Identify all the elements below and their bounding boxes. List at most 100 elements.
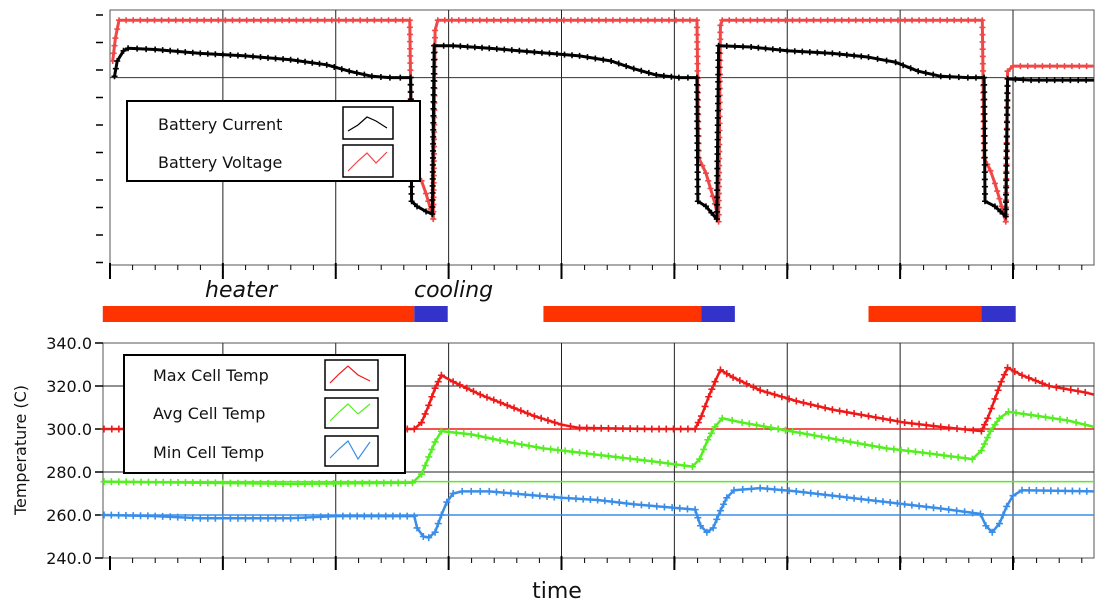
min-cell-temp-point <box>814 490 822 498</box>
battery-current-point <box>829 50 836 57</box>
battery-current-point <box>777 47 784 54</box>
battery-panel-grid <box>110 10 1094 265</box>
avg-cell-temp-point <box>583 450 591 458</box>
battery-voltage-point <box>733 17 740 24</box>
max-cell-temp-point <box>100 425 108 433</box>
battery-voltage-point <box>979 38 986 45</box>
battery-current-point <box>900 62 907 69</box>
battery-voltage-point <box>740 17 747 24</box>
max-cell-temp-point <box>1081 388 1089 396</box>
max-cell-temp-point <box>981 421 989 429</box>
min-cell-temp-point <box>623 499 631 507</box>
avg-cell-temp-point <box>249 479 257 487</box>
avg-cell-temp-point <box>883 444 891 452</box>
battery-voltage-point <box>838 17 845 24</box>
avg-cell-temp-point <box>460 430 468 438</box>
max-cell-temp-point <box>108 425 116 433</box>
battery-voltage-point <box>432 27 439 34</box>
min-cell-temp-point <box>294 514 302 522</box>
battery-voltage-point <box>511 17 518 24</box>
max-cell-temp-point <box>716 366 724 374</box>
avg-cell-temp-point <box>373 479 381 487</box>
battery-current-point <box>280 56 287 63</box>
battery-voltage-point <box>546 17 553 24</box>
avg-cell-temp-point <box>825 434 833 442</box>
heater-phase-bar <box>102 306 415 322</box>
avg-cell-temp-point <box>648 457 656 465</box>
avg-cell-temp-point <box>467 430 475 438</box>
avg-cell-temp-point <box>753 421 761 429</box>
min-cell-temp-point <box>608 498 616 506</box>
min-cell-temp-point <box>703 528 711 536</box>
battery-voltage-point <box>694 53 701 60</box>
battery-current-point <box>272 55 279 62</box>
battery-current-point <box>1043 77 1050 84</box>
battery-current-point <box>265 54 272 61</box>
battery-current-point <box>257 54 264 61</box>
battery-current-point <box>865 54 872 61</box>
battery-voltage-point <box>194 17 201 24</box>
min-cell-temp-point <box>709 524 717 532</box>
max-cell-temp-point <box>583 424 591 432</box>
max-cell-temp-point <box>428 393 436 401</box>
min-cell-temp-point <box>857 495 865 503</box>
battery-current-point <box>981 103 988 110</box>
max-cell-temp-point <box>576 424 584 432</box>
battery-voltage-point <box>293 17 300 24</box>
min-cell-temp-point <box>249 514 257 522</box>
max-cell-temp-point <box>1045 382 1053 390</box>
battery-voltage-point <box>1061 63 1068 70</box>
min-cell-temp-point <box>309 513 317 521</box>
avg-cell-temp-point <box>868 442 876 450</box>
avg-cell-temp-point <box>489 435 497 443</box>
max-cell-temp-point <box>743 380 751 388</box>
battery-current-point <box>538 49 545 56</box>
battery-current-point <box>430 98 437 105</box>
battery-current-point <box>242 52 249 59</box>
min-cell-temp-point <box>107 511 115 519</box>
max-cell-temp-point <box>544 416 552 424</box>
battery-voltage-point <box>243 17 250 24</box>
max-cell-temp-point <box>723 370 731 378</box>
min-cell-temp-point <box>137 512 145 520</box>
battery-current-point <box>981 96 988 103</box>
battery-voltage-point <box>694 60 701 67</box>
battery-current-point <box>576 52 583 59</box>
max-cell-temp-point <box>865 412 873 420</box>
avg-cell-temp-point <box>257 479 264 487</box>
avg-cell-temp-point <box>664 459 672 467</box>
avg-cell-temp-point <box>394 479 402 487</box>
battery-current-point <box>152 46 159 53</box>
avg-cell-temp-point <box>656 458 664 466</box>
battery-current-point <box>714 151 721 158</box>
battery-current-point <box>1004 119 1011 126</box>
cooling-phase-bar <box>414 306 448 322</box>
min-cell-temp-point <box>697 522 705 530</box>
battery-current-point <box>638 67 645 74</box>
avg-cell-temp-point <box>351 479 359 487</box>
battery-voltage-point <box>1068 63 1075 70</box>
min-cell-temp-point <box>434 520 442 528</box>
min-cell-temp-point <box>637 501 645 509</box>
max-cell-temp-point <box>828 406 836 414</box>
battery-current-point <box>1067 77 1074 84</box>
battery-voltage-point <box>916 17 923 24</box>
battery-current-point <box>546 50 553 57</box>
battery-voltage-point <box>901 17 908 24</box>
battery-current-point <box>408 190 415 197</box>
min-cell-temp-point <box>572 495 580 503</box>
battery-current-point <box>615 60 622 67</box>
battery-current-point <box>982 198 989 205</box>
min-cell-temp-point <box>828 492 836 500</box>
battery-current-point <box>457 43 464 50</box>
avg-cell-temp-point <box>518 440 526 448</box>
battery-current-point <box>991 203 998 210</box>
battery-series <box>109 17 1094 225</box>
battery-current-point <box>740 43 747 50</box>
battery-current-point <box>516 47 523 54</box>
avg-cell-temp-point <box>897 446 905 454</box>
max-cell-temp-point <box>987 405 995 413</box>
y-tick-label: 260.0 <box>46 506 92 525</box>
battery-current-point <box>440 42 447 49</box>
